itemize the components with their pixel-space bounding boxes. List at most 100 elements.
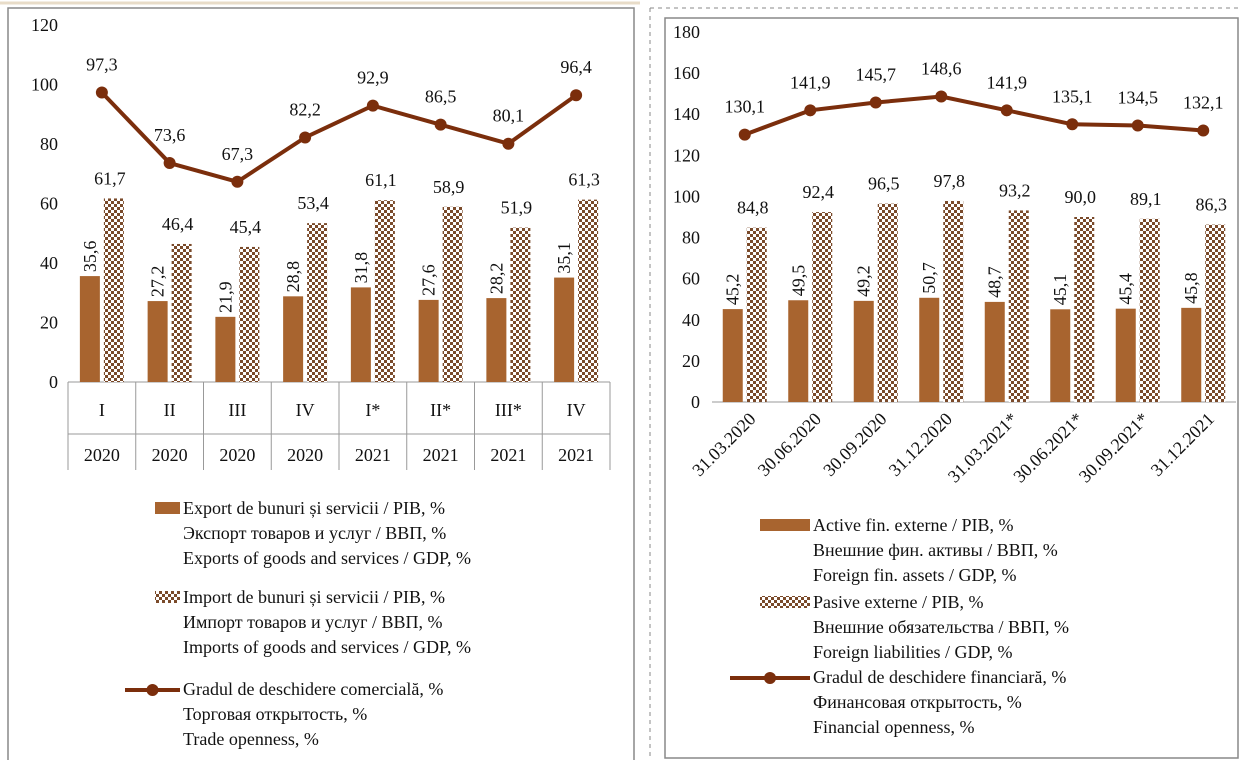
y-tick-label: 80: [682, 228, 700, 248]
legend-swatch: [764, 672, 776, 684]
data-label: 45,2: [723, 274, 743, 306]
x-group-label: 2021: [355, 445, 391, 465]
bar: [283, 296, 304, 382]
bar: [1181, 307, 1202, 402]
y-tick-label: 160: [673, 63, 700, 83]
data-label: 141,9: [790, 72, 831, 92]
data-label: 132,1: [1183, 92, 1224, 112]
data-label: 46,4: [162, 214, 194, 234]
data-label: 61,1: [365, 170, 397, 190]
y-tick-label: 180: [673, 22, 700, 42]
legend-entry: Gradul de deschidere financiară, % Финан…: [813, 667, 1067, 737]
data-label: 86,5: [425, 87, 457, 107]
line: [744, 94, 1204, 137]
legend-swatch: [760, 519, 810, 531]
y-tick-label: 20: [40, 313, 58, 333]
bar: [578, 199, 599, 382]
line-marker: [935, 90, 948, 103]
panel-frame: [664, 17, 1239, 759]
bar: [853, 300, 874, 402]
data-label: 96,4: [560, 57, 592, 77]
line-marker: [1197, 124, 1210, 137]
y-tick-label: 100: [673, 186, 700, 206]
legend-swatch: [146, 684, 159, 696]
x-tick-label: IV: [296, 400, 315, 420]
y-tick-label: 40: [40, 253, 58, 273]
data-label: 93,2: [999, 180, 1031, 200]
data-label: 89,1: [1130, 189, 1162, 209]
bar: [1050, 309, 1071, 402]
data-label: 130,1: [725, 97, 766, 117]
line-marker: [1000, 104, 1013, 117]
data-label: 148,6: [921, 59, 962, 79]
data-label: 45,4: [230, 217, 262, 237]
y-tick-label: 80: [40, 134, 58, 154]
data-label: 97,8: [934, 171, 966, 191]
legend-swatch: [760, 596, 810, 608]
legend-entry: Pasive externe / PIB, % Внешние обязател…: [813, 592, 1070, 662]
bar: [147, 301, 168, 382]
y-tick-label: 60: [40, 194, 58, 214]
y-tick-label: 140: [673, 104, 700, 124]
bar: [919, 297, 940, 402]
x-tick-label: II: [164, 400, 176, 420]
x-tick-label: IV: [567, 400, 586, 420]
x-group-label: 2020: [287, 445, 323, 465]
data-label: 58,9: [433, 177, 465, 197]
line-marker: [231, 175, 244, 188]
data-label: 86,3: [1196, 195, 1228, 215]
data-label: 53,4: [297, 193, 329, 213]
legend-swatch: [155, 502, 180, 514]
legend-swatch: [155, 591, 180, 603]
bar: [943, 200, 964, 402]
x-tick-label: 30.06.2021*: [1009, 409, 1087, 487]
x-tick-label: I*: [365, 400, 380, 420]
bar: [554, 277, 575, 382]
data-label: 145,7: [856, 65, 897, 85]
data-label: 35,1: [554, 242, 574, 274]
data-label: 67,3: [222, 144, 254, 164]
data-label: 82,2: [289, 99, 321, 119]
x-tick-label: III*: [495, 400, 522, 420]
x-tick-label: 30.06.2020: [754, 409, 825, 480]
line: [100, 91, 578, 184]
legend-entry: Import de bunuri și servicii / PIB, % Им…: [183, 587, 471, 657]
line-marker: [738, 128, 751, 141]
bar: [307, 223, 328, 382]
y-tick-label: 0: [691, 392, 700, 412]
data-label: 92,9: [357, 68, 389, 88]
bar: [984, 301, 1005, 402]
data-label: 45,1: [1050, 274, 1070, 306]
data-label: 61,3: [568, 170, 600, 190]
line-marker: [163, 157, 176, 170]
bar: [442, 206, 463, 382]
line-marker: [434, 118, 447, 131]
line-marker: [95, 86, 108, 99]
data-label: 141,9: [987, 72, 1028, 92]
x-group-label: 2020: [84, 445, 120, 465]
y-tick-label: 100: [31, 75, 58, 95]
bar: [788, 300, 809, 402]
line-marker: [869, 96, 882, 109]
data-label: 97,3: [86, 55, 118, 75]
x-tick-label: 30.09.2021*: [1075, 409, 1153, 487]
bar: [171, 243, 192, 382]
bar: [877, 203, 898, 402]
x-tick-label: II*: [430, 400, 451, 420]
data-label: 35,6: [80, 241, 100, 273]
x-group-label: 2021: [558, 445, 594, 465]
line-marker: [299, 131, 312, 144]
bar: [1139, 218, 1160, 402]
bar: [1115, 308, 1136, 402]
data-label: 84,8: [737, 198, 769, 218]
y-tick-label: 120: [673, 145, 700, 165]
bar: [79, 276, 100, 382]
bar: [812, 212, 833, 402]
x-group-label: 2021: [490, 445, 526, 465]
x-tick-label: 31.03.2020: [688, 409, 759, 480]
data-label: 135,1: [1052, 86, 1093, 106]
data-label: 90,0: [1065, 187, 1097, 207]
data-label: 49,2: [854, 265, 874, 297]
bar: [418, 299, 439, 382]
